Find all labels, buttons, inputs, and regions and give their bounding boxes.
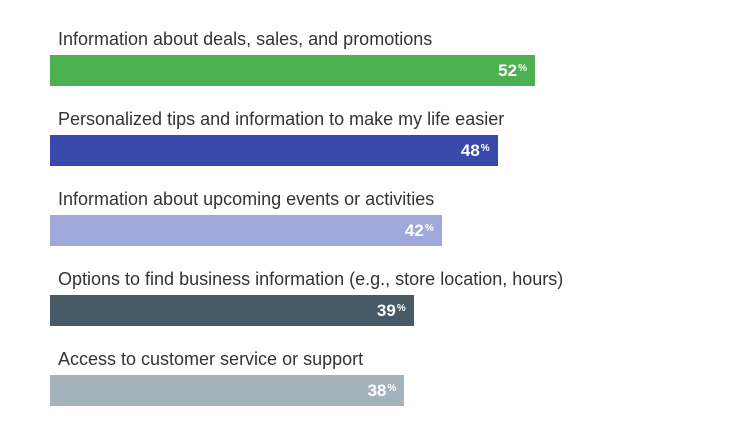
bar-value-label: 48%: [461, 141, 490, 161]
percent-sign: %: [480, 143, 490, 154]
bar-value-number: 52: [498, 61, 518, 80]
bar: 48%: [50, 135, 498, 166]
category-label: Personalized tips and information to mak…: [58, 109, 505, 129]
category-label: Options to find business information (e.…: [58, 269, 564, 289]
percent-sign: %: [424, 223, 434, 234]
bar-value-number: 42: [404, 221, 424, 240]
bar-value-number: 39: [376, 301, 396, 320]
category-label: Information about upcoming events or act…: [58, 189, 435, 209]
bar: 39%: [50, 295, 414, 326]
bar-row: Options to find business information (e.…: [50, 268, 710, 348]
bar-value-label: 39%: [377, 301, 406, 321]
bar: 38%: [50, 375, 405, 406]
category-label: Information about deals, sales, and prom…: [58, 29, 433, 49]
bar-value-label: 52%: [498, 61, 527, 81]
bar: 42%: [50, 215, 442, 246]
bar-value-label: 42%: [405, 221, 434, 241]
bar-row: Information about upcoming events or act…: [50, 188, 710, 268]
percent-sign: %: [518, 63, 527, 74]
category-label: Access to customer service or support: [58, 349, 364, 369]
bar-row: Information about deals, sales, and prom…: [50, 28, 710, 108]
bar-value-label: 38%: [368, 381, 397, 401]
bar-row: Personalized tips and information to mak…: [50, 108, 710, 188]
bar-value-number: 48: [460, 141, 480, 160]
bar-value-number: 38: [367, 381, 387, 400]
bar-row: Access to customer service or support 38%: [50, 348, 710, 428]
percent-sign: %: [387, 383, 397, 394]
percent-sign: %: [396, 303, 406, 314]
bar: 52%: [50, 55, 535, 86]
